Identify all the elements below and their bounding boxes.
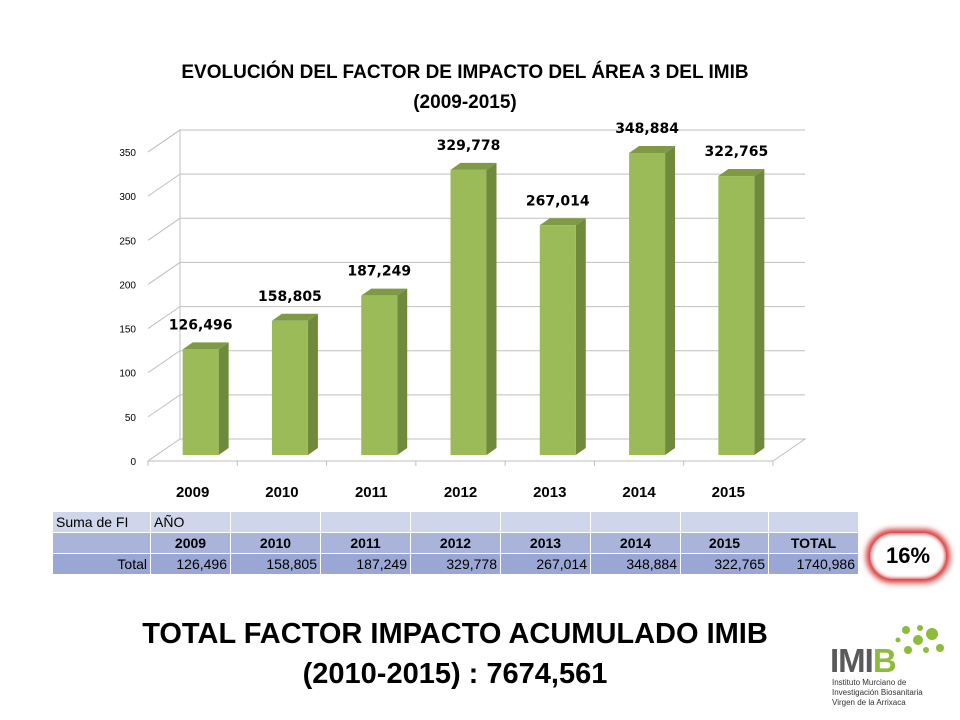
table-cell: 126,496 xyxy=(150,553,231,575)
bar-top xyxy=(271,313,318,321)
table-cell: 322,765 xyxy=(680,553,769,575)
y-tick-label: 150 xyxy=(119,325,136,336)
bar-top xyxy=(539,218,586,226)
table-cell xyxy=(680,511,769,533)
bar-top xyxy=(450,162,497,170)
x-tick-label: 2010 xyxy=(265,484,298,501)
table-row: Total 126,496 158,805 187,249 329,778 26… xyxy=(52,553,859,575)
x-tick-label: 2014 xyxy=(622,484,656,501)
data-label: 126,496 xyxy=(169,317,233,333)
table-cell xyxy=(320,511,411,533)
table-cell: Total xyxy=(52,553,151,575)
percentage-badge: 16% xyxy=(870,533,946,579)
summary-table: Suma de FI AÑO 2009 2010 2011 2012 2013 … xyxy=(52,511,859,575)
bar xyxy=(629,152,666,455)
table-cell: TOTAL xyxy=(768,532,859,554)
bar-side xyxy=(307,313,318,455)
table-cell xyxy=(590,511,681,533)
table-cell: Suma de FI xyxy=(52,511,151,533)
table-cell: 267,014 xyxy=(500,553,591,575)
bar-side xyxy=(218,342,229,455)
bar-side xyxy=(665,145,676,455)
table-cell: 2015 xyxy=(680,532,769,554)
table-cell: 2009 xyxy=(150,532,231,554)
table-cell: 2010 xyxy=(230,532,321,554)
table-cell: 329,778 xyxy=(410,553,501,575)
table-cell: 2011 xyxy=(320,532,411,554)
logo-subtitle: Instituto Murciano de Investigación Bios… xyxy=(832,678,923,708)
data-label: 187,249 xyxy=(347,264,411,280)
x-tick-label: 2011 xyxy=(355,484,388,501)
gridline xyxy=(147,129,805,153)
gridline xyxy=(147,306,805,329)
bar xyxy=(539,225,576,455)
data-label: 348,884 xyxy=(615,121,679,137)
bar xyxy=(450,169,487,455)
gridline xyxy=(147,173,805,197)
table-cell xyxy=(410,511,501,533)
data-label: 329,778 xyxy=(437,138,501,154)
table-cell: AÑO xyxy=(150,511,231,533)
footer-total: TOTAL FACTOR IMPACTO ACUMULADO IMIB (201… xyxy=(60,614,850,694)
x-tick-label: 2013 xyxy=(533,484,566,501)
table-cell xyxy=(52,532,151,554)
logo-sub-line1: Instituto Murciano de xyxy=(832,678,907,687)
y-tick-label: 350 xyxy=(119,148,136,159)
y-tick-label: 250 xyxy=(119,236,136,247)
logo-sub-line3: Virgen de la Arrixaca xyxy=(832,698,906,707)
bar xyxy=(182,349,219,455)
bar-top xyxy=(629,145,676,153)
table-cell: 2013 xyxy=(500,532,591,554)
logo-sub-line2: Investigación Biosanitaria xyxy=(832,688,923,697)
gridline xyxy=(147,394,805,418)
x-tick-label: 2012 xyxy=(444,484,477,501)
table-cell: 348,884 xyxy=(590,553,681,575)
data-label: 158,805 xyxy=(258,289,322,305)
y-tick-label: 100 xyxy=(119,369,136,380)
bar-side xyxy=(575,218,586,455)
table-cell: 1740,986 xyxy=(768,553,859,575)
table-cell: 2014 xyxy=(590,532,681,554)
table-cell: 158,805 xyxy=(230,553,321,575)
logo-name-part2: B xyxy=(872,642,897,679)
imib-logo-dots-icon xyxy=(895,625,944,654)
bar-side xyxy=(397,288,408,455)
bar-top xyxy=(361,288,408,296)
bar-top xyxy=(718,169,765,177)
imib-logo: IMIB xyxy=(830,642,897,680)
y-tick-label: 200 xyxy=(119,280,136,291)
gridline xyxy=(147,261,805,285)
table-cell: 2012 xyxy=(410,532,501,554)
bar-side xyxy=(486,162,497,455)
gridline xyxy=(147,350,805,374)
table-cell xyxy=(500,511,591,533)
bar xyxy=(718,176,755,455)
footer-line1: TOTAL FACTOR IMPACTO ACUMULADO IMIB xyxy=(142,618,768,650)
table-cell: 187,249 xyxy=(320,553,411,575)
gridline xyxy=(147,438,805,462)
table-row: 2009 2010 2011 2012 2013 2014 2015 TOTAL xyxy=(52,532,859,554)
chart-side-wall xyxy=(147,129,181,462)
bar-top xyxy=(182,342,229,350)
bar xyxy=(361,295,398,455)
bar-chart: 0 50 100 150 200 250 300 350 126,496 2009 158,805 2… xyxy=(119,121,807,501)
y-tick-label: 300 xyxy=(119,192,136,203)
bar-side xyxy=(754,169,765,455)
gridline xyxy=(147,217,805,241)
data-label: 267,014 xyxy=(526,193,590,209)
footer-line2: (2010-2015) : 7674,561 xyxy=(302,658,608,690)
x-tick-label: 2009 xyxy=(176,484,209,501)
chart-title-line1: EVOLUCIÓN DEL FACTOR DE IMPACTO DEL ÁREA… xyxy=(181,62,749,83)
y-tick-label: 50 xyxy=(125,413,137,424)
y-tick-label: 0 xyxy=(130,457,136,468)
bar xyxy=(271,320,308,455)
table-cell xyxy=(768,511,859,533)
x-tick-label: 2015 xyxy=(712,484,745,501)
table-row: Suma de FI AÑO xyxy=(52,511,859,533)
data-label: 322,765 xyxy=(704,144,768,160)
chart-title: EVOLUCIÓN DEL FACTOR DE IMPACTO DEL ÁREA… xyxy=(60,58,870,118)
table-cell xyxy=(230,511,321,533)
logo-name-part1: IMI xyxy=(830,642,874,679)
chart-title-line2: (2009-2015) xyxy=(413,92,517,113)
